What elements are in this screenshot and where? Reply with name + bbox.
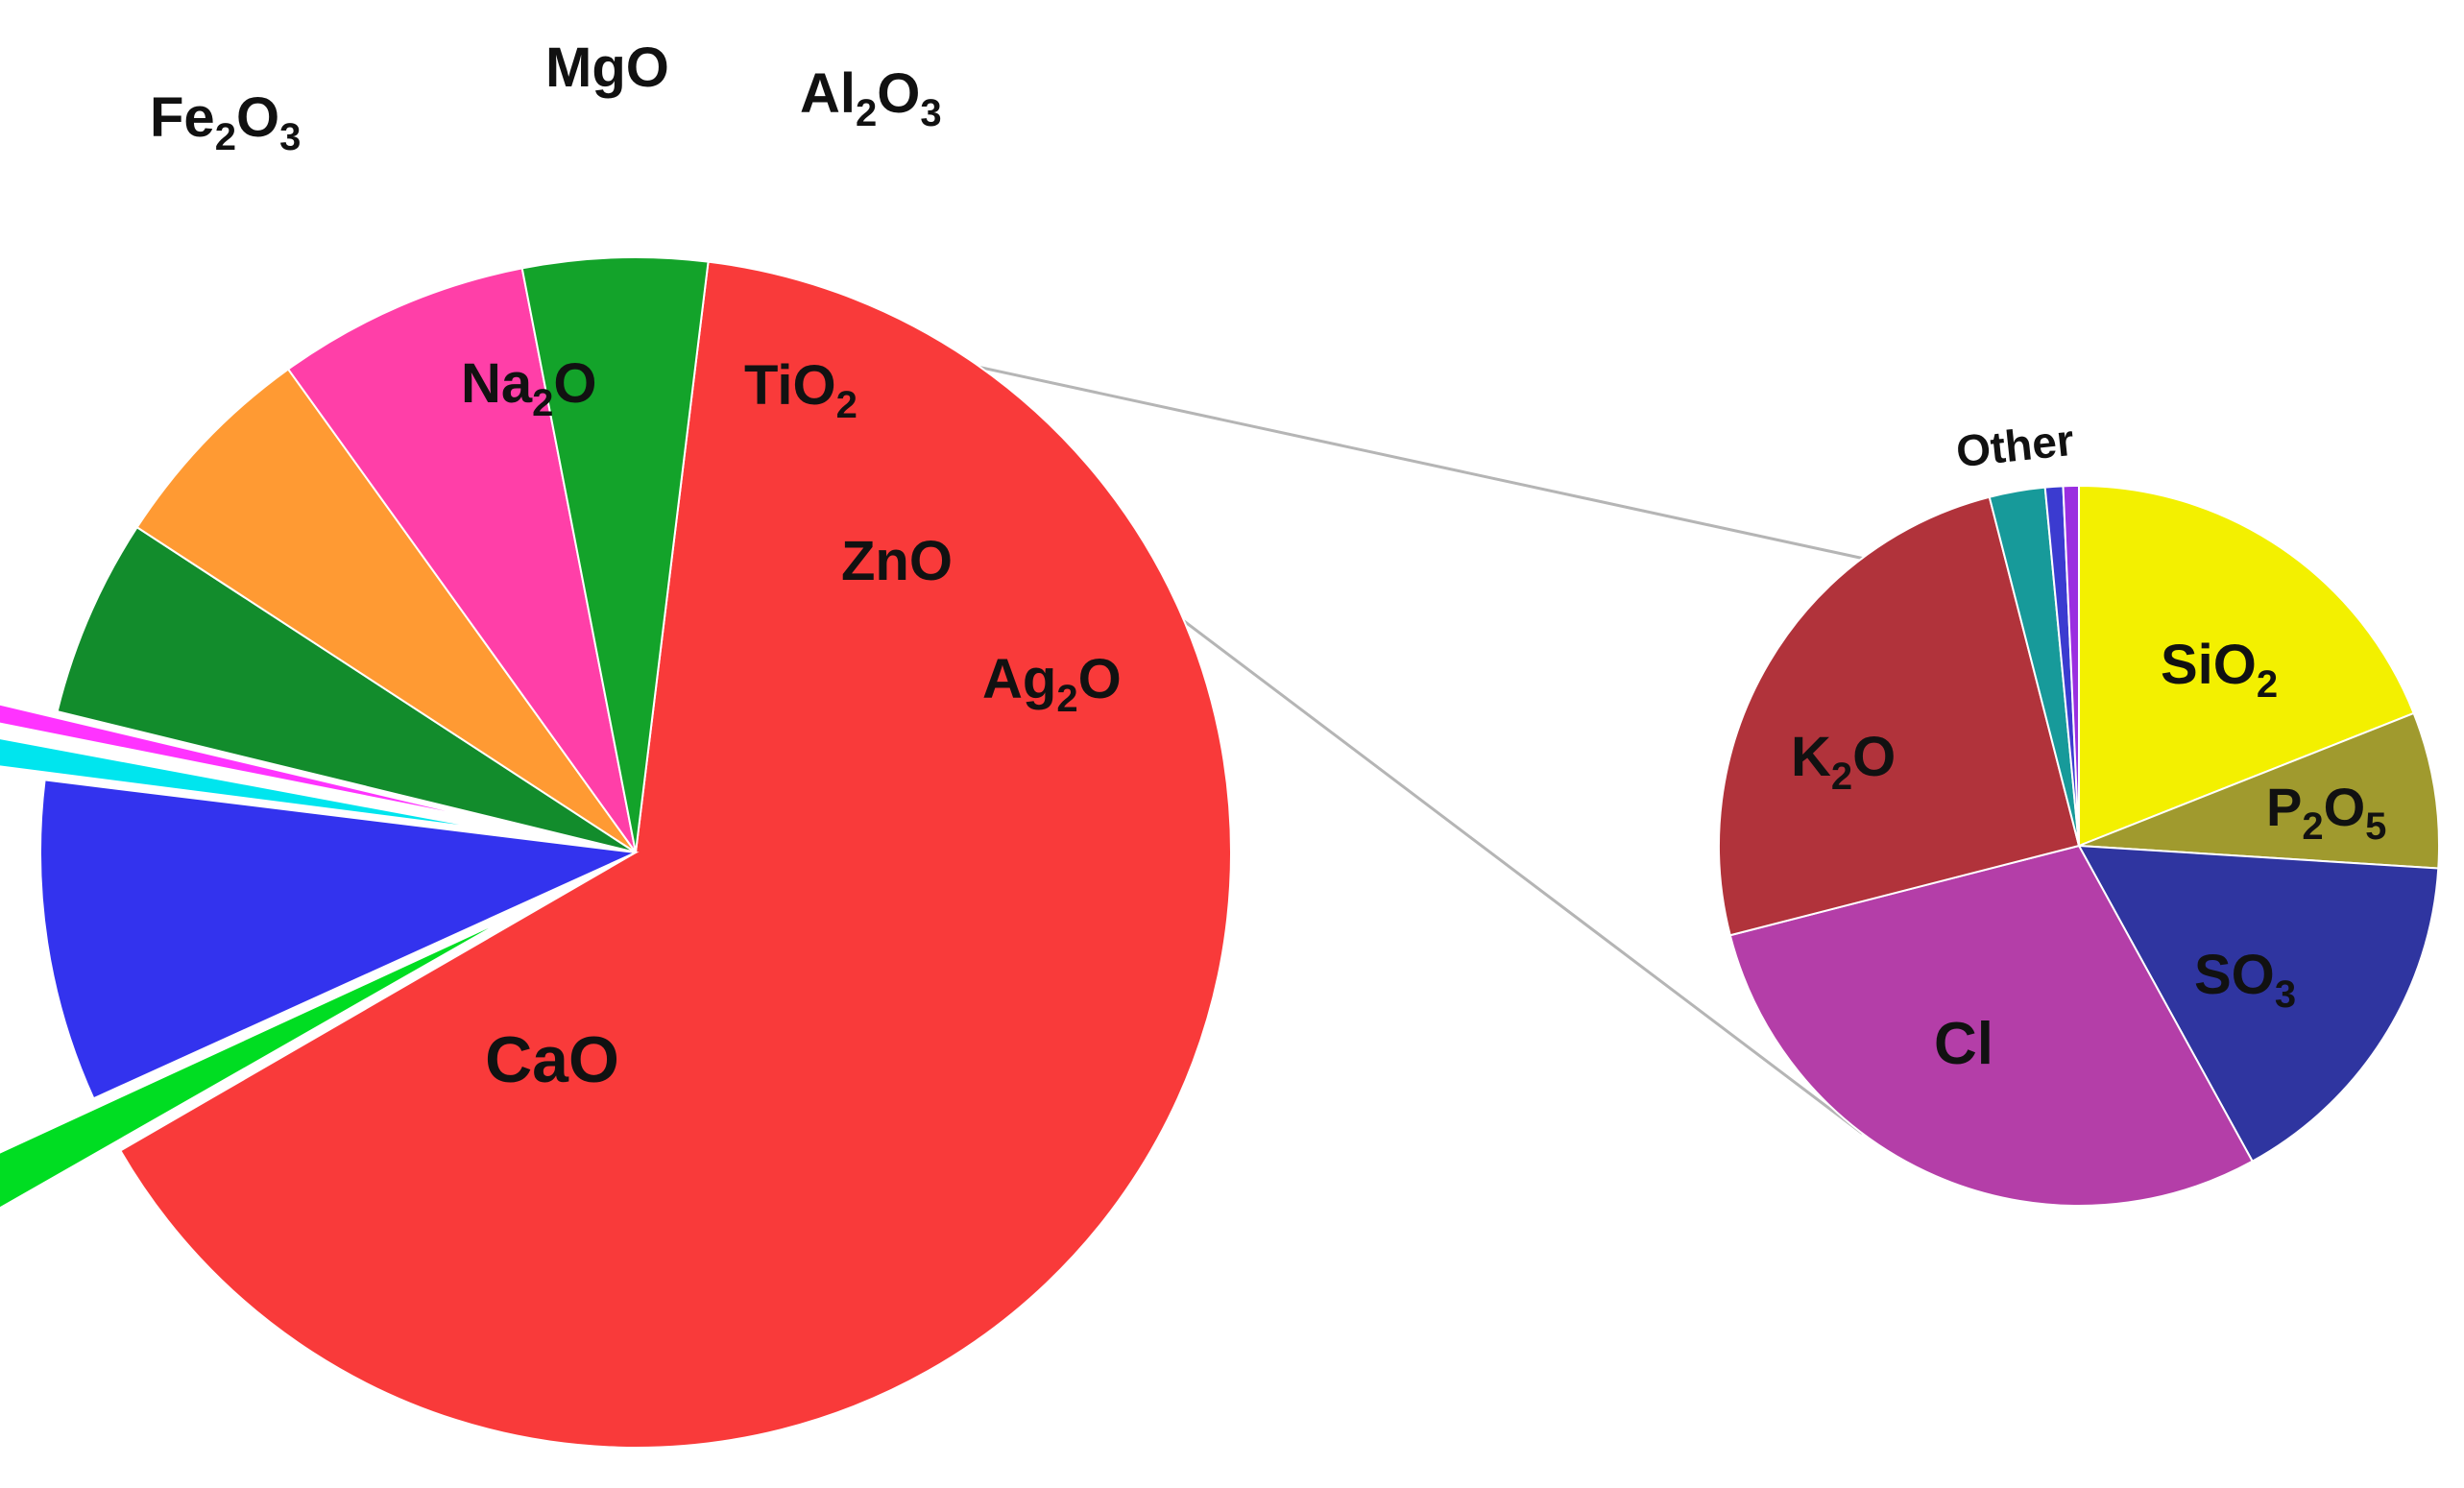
- main-slice-cao: [119, 260, 1232, 1449]
- label-zno: ZnO: [841, 530, 953, 592]
- label-ag2o: Ag2O: [982, 648, 1122, 720]
- label-cao: CaO: [485, 1023, 619, 1096]
- secondary-slice-p2o5: [2078, 711, 2440, 870]
- label-cl: Cl: [1934, 1011, 1993, 1077]
- main-slice-tio2: [56, 525, 637, 853]
- main-slice-ag2o: [286, 267, 637, 853]
- label-sio2: SiO2: [2161, 634, 2278, 706]
- secondary-slice-unlabeled-7: [2062, 484, 2080, 847]
- main-slice-fe2o3: [0, 917, 509, 1210]
- label-al2o3: Al2O3: [800, 62, 942, 134]
- secondary-pie: [1718, 484, 2440, 1207]
- main-slice-zno: [135, 368, 637, 853]
- main-slice-mgo: [0, 737, 495, 831]
- main-pie: [0, 256, 1232, 1449]
- label-so3: SO3: [2194, 944, 2296, 1016]
- label-fe2o3: Fe2O3: [150, 86, 301, 158]
- label-other: Other: [1954, 415, 2077, 477]
- secondary-slice-k2o: [1718, 495, 2081, 937]
- main-slice-unlabeled-8: [520, 256, 710, 853]
- secondary-slice-so3: [2077, 844, 2440, 1163]
- label-mgo: MgO: [545, 36, 669, 99]
- secondary-slice-cl: [1728, 844, 2255, 1207]
- secondary-slice-sio2: [2078, 484, 2415, 848]
- label-tio2: TiO2: [744, 354, 858, 426]
- label-p2o5: P2O5: [2266, 777, 2386, 848]
- label-na2o: Na2O: [461, 352, 597, 424]
- main-slice-na2o: [39, 779, 640, 1100]
- label-k2o: K2O: [1791, 726, 1896, 798]
